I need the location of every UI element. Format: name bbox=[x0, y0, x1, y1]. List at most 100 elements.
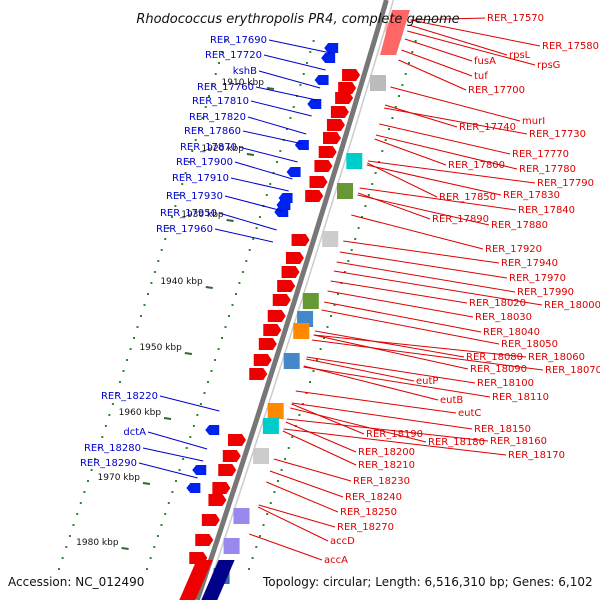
gene-label[interactable]: RER_17570 bbox=[487, 13, 544, 24]
feature-block bbox=[283, 353, 300, 369]
map-title: Rhodococcus erythropolis PR4, complete g… bbox=[136, 12, 459, 27]
gene-label[interactable]: RER_17580 bbox=[542, 41, 599, 52]
gene-label[interactable]: RER_17890 bbox=[432, 214, 489, 225]
track-dot bbox=[398, 95, 400, 97]
gene-label[interactable]: RER_18290 bbox=[80, 458, 137, 469]
track-dot bbox=[330, 315, 332, 317]
gene-label[interactable]: RER_18060 bbox=[528, 352, 585, 363]
gene-label[interactable]: RER_18180 bbox=[428, 437, 485, 448]
gene-label[interactable]: RER_18160 bbox=[490, 436, 547, 447]
gene-label[interactable]: RER_17870 bbox=[180, 142, 237, 153]
track-dot bbox=[153, 546, 156, 548]
gene-label[interactable]: RER_17920 bbox=[485, 244, 542, 255]
gene-label[interactable]: RER_17810 bbox=[192, 96, 249, 107]
scale-tick-mark bbox=[205, 286, 213, 289]
gene-label[interactable]: RER_17740 bbox=[459, 122, 516, 133]
gene-label[interactable]: RER_17840 bbox=[518, 205, 575, 216]
gene-label[interactable]: accA bbox=[324, 555, 348, 566]
gene-label[interactable]: RER_18170 bbox=[508, 450, 565, 461]
gene-label[interactable]: eutP bbox=[416, 376, 438, 387]
gene-label[interactable]: RER_17830 bbox=[503, 190, 560, 201]
gene-label[interactable]: RER_17730 bbox=[529, 129, 586, 140]
gene-label[interactable]: RER_17800 bbox=[448, 160, 505, 171]
plus-gene-arrow bbox=[195, 534, 214, 546]
gene-label[interactable]: RER_18150 bbox=[474, 424, 531, 435]
track-dot bbox=[287, 447, 290, 449]
track-dot bbox=[194, 139, 197, 141]
gene-label[interactable]: RER_18020 bbox=[469, 298, 526, 309]
gene-label[interactable]: RER_17970 bbox=[509, 273, 566, 284]
gene-label[interactable]: RER_17860 bbox=[184, 126, 241, 137]
gene-label[interactable]: RER_18250 bbox=[340, 507, 397, 518]
gene-label[interactable]: RER_18230 bbox=[353, 476, 410, 487]
gene-label[interactable]: RER_18190 bbox=[366, 429, 423, 440]
gene-label[interactable]: dctA bbox=[123, 427, 146, 438]
backbone-edge bbox=[203, 0, 395, 600]
track-dot bbox=[224, 326, 227, 328]
label-connector bbox=[313, 334, 527, 358]
gene-label[interactable]: eutC bbox=[458, 408, 481, 419]
track-dot bbox=[198, 128, 200, 130]
gene-label[interactable]: RER_17990 bbox=[517, 287, 574, 298]
label-connector bbox=[367, 160, 536, 184]
gene-label[interactable]: RER_17850 bbox=[439, 192, 496, 203]
gene-label[interactable]: RER_17790 bbox=[537, 178, 594, 189]
gene-label[interactable]: rpsG bbox=[537, 60, 560, 71]
gene-label[interactable]: RER_17820 bbox=[189, 112, 246, 123]
gene-label[interactable]: tuf bbox=[474, 71, 488, 82]
gene-label[interactable]: RER_18050 bbox=[501, 339, 558, 350]
gene-label[interactable]: RER_18070 bbox=[545, 365, 600, 376]
gene-label[interactable]: RER_17690 bbox=[210, 35, 267, 46]
gene-label[interactable]: RER_17940 bbox=[501, 258, 558, 269]
gene-label[interactable]: RER_17770 bbox=[512, 149, 569, 160]
minus-gene-arrow bbox=[314, 75, 329, 85]
gene-label[interactable]: RER_17910 bbox=[172, 173, 229, 184]
gene-label[interactable]: RER_17780 bbox=[519, 164, 576, 175]
gene-label[interactable]: rpsL bbox=[509, 50, 531, 61]
gene-label[interactable]: RER_17950 bbox=[160, 208, 217, 219]
plus-gene-arrow bbox=[314, 160, 333, 172]
gene-label[interactable]: RER_18210 bbox=[358, 460, 415, 471]
gene-label[interactable]: RER_18200 bbox=[358, 447, 415, 458]
gene-label[interactable]: RER_18220 bbox=[101, 391, 158, 402]
gene-label[interactable]: RER_18240 bbox=[345, 492, 402, 503]
gene-label[interactable]: RER_18040 bbox=[483, 327, 540, 338]
label-connector bbox=[303, 365, 439, 401]
gene-label[interactable]: RER_18280 bbox=[84, 443, 141, 454]
gene-label[interactable]: RER_18080 bbox=[466, 352, 523, 363]
gene-label[interactable]: RER_18000 bbox=[544, 300, 600, 311]
plus-gene-arrow bbox=[218, 464, 237, 476]
plus-gene-arrow bbox=[258, 338, 277, 350]
gene-label[interactable]: RER_17720 bbox=[205, 50, 262, 61]
gene-label[interactable]: eutB bbox=[440, 395, 463, 406]
gene-label[interactable]: RER_18100 bbox=[477, 378, 534, 389]
track-dot bbox=[276, 161, 278, 163]
track-dot bbox=[241, 271, 244, 273]
label-connector bbox=[282, 430, 357, 466]
gene-label[interactable]: fusA bbox=[474, 56, 496, 67]
gene-label[interactable]: RER_17900 bbox=[176, 157, 233, 168]
label-connector bbox=[303, 366, 491, 398]
gene-label[interactable]: RER_17930 bbox=[166, 191, 223, 202]
gene-label[interactable]: RER_18110 bbox=[492, 392, 549, 403]
track-dot bbox=[306, 62, 308, 64]
track-dot bbox=[199, 403, 202, 405]
label-connector bbox=[269, 470, 344, 498]
gene-label[interactable]: kshB bbox=[233, 66, 257, 77]
gene-label[interactable]: RER_17880 bbox=[491, 220, 548, 231]
label-connector bbox=[249, 533, 323, 561]
feature-block bbox=[337, 183, 353, 199]
label-connector bbox=[404, 38, 473, 62]
gene-label[interactable]: RER_17760 bbox=[197, 82, 254, 93]
gene-label[interactable]: RER_18270 bbox=[337, 522, 394, 533]
gene-label[interactable]: RER_18090 bbox=[470, 364, 527, 375]
label-connector bbox=[313, 334, 469, 370]
label-connector bbox=[384, 104, 458, 128]
feature-block bbox=[322, 231, 339, 247]
label-connector bbox=[283, 428, 507, 456]
gene-label[interactable]: RER_17700 bbox=[468, 85, 525, 96]
gene-label[interactable]: murI bbox=[522, 116, 545, 127]
gene-label[interactable]: RER_17960 bbox=[156, 224, 213, 235]
gene-label[interactable]: RER_18030 bbox=[475, 312, 532, 323]
gene-label[interactable]: accD bbox=[330, 536, 355, 547]
